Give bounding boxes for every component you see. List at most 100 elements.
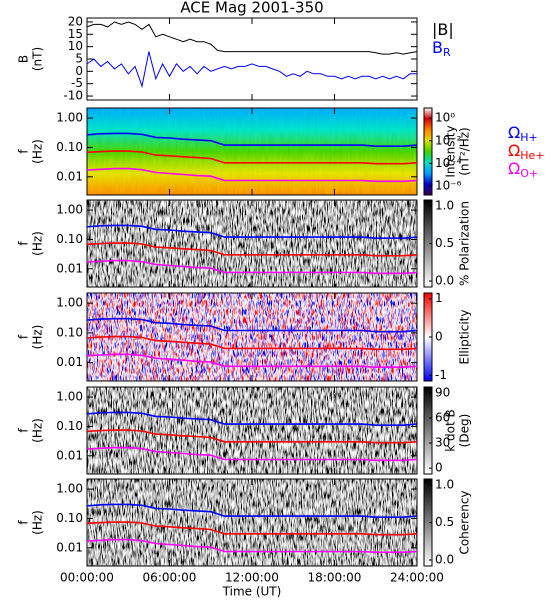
colorbar-tick-label: 0.0 — [435, 274, 454, 288]
series-line — [86, 503, 418, 519]
legend-name: B — [432, 38, 443, 57]
y-tick-label: 5 — [75, 52, 83, 66]
y-axis-label: f — [17, 520, 31, 525]
y-tick-label: 20 — [68, 14, 83, 28]
y-axis-label: f — [17, 241, 31, 246]
colorbar-label: Ellipticity — [458, 310, 472, 365]
series-line — [86, 167, 418, 183]
y-tick-label: 0.10 — [56, 511, 83, 525]
series-line — [86, 317, 418, 333]
series-line — [86, 150, 418, 165]
series-line — [86, 538, 418, 554]
legend-name: |B| — [432, 20, 454, 39]
colorbar — [423, 386, 433, 475]
series-line — [86, 224, 418, 239]
y-tick-label: 0.10 — [56, 419, 83, 433]
colorbar-label: k dot B — [444, 409, 458, 451]
colorbar-tick-label: 1.0 — [435, 199, 454, 213]
colorbar-tick-label: 0.5 — [435, 515, 454, 529]
colorbar-tick-label: 10⁻⁶ — [435, 178, 462, 192]
series-line — [86, 429, 418, 444]
legend-name: Ω — [508, 123, 520, 142]
y-tick-label: 15 — [68, 27, 83, 41]
colorbar-tick-label: 10⁰ — [435, 111, 455, 125]
y-axis-label: f — [17, 149, 31, 154]
colorbar-tick-label: 0 — [435, 461, 443, 475]
legend-label: BR — [432, 38, 451, 60]
y-tick-label: 1.00 — [56, 390, 83, 404]
x-tick-label: 24:00:00 — [390, 571, 444, 585]
colorbar-tick-label: -1 — [435, 368, 447, 382]
legend-subscript: R — [443, 46, 451, 59]
series-line — [86, 446, 418, 462]
y-tick-label: 0.10 — [56, 232, 83, 246]
colorbar-tick-label: 60 — [435, 410, 450, 424]
colorbar-tick-label: 10⁻⁴ — [435, 156, 462, 170]
y-tick-label: 0.01 — [56, 355, 83, 369]
legend-label: ΩH+ — [508, 123, 538, 145]
colorbar-tick-label: 0.0 — [435, 553, 454, 567]
colorbar-tick-label: 10⁻² — [435, 133, 462, 147]
colorbar-tick-label: 1 — [435, 291, 443, 305]
colorbar-tick-label: 1.0 — [435, 478, 454, 492]
colorbar-label: (Deg) — [458, 414, 472, 448]
series-line — [86, 521, 418, 536]
y-tick-label: 1.00 — [56, 296, 83, 310]
x-tick-label: 12:00:00 — [225, 571, 279, 585]
colorbar-tick-label: 90 — [435, 385, 450, 399]
y-tick-label: 1.00 — [56, 482, 83, 496]
y-axis-label: B — [17, 55, 31, 63]
colorbar-label: Coherency — [458, 490, 472, 554]
series-line — [86, 411, 418, 427]
series-line — [86, 51, 417, 89]
colorbar-label: (nT²/Hz) — [458, 127, 472, 175]
legend-subscript: He+ — [520, 149, 544, 162]
y-tick-label: -5 — [71, 76, 83, 90]
series-line — [86, 353, 418, 369]
y-axis-label: f — [17, 428, 31, 433]
y-tick-label: 1.00 — [56, 111, 83, 125]
y-axis-label: (Hz) — [31, 231, 45, 256]
y-tick-label: 0.10 — [56, 325, 83, 339]
y-tick-label: 0 — [75, 64, 83, 78]
series-line — [86, 242, 418, 257]
series-line — [86, 132, 418, 147]
y-axis-label: (Hz) — [31, 325, 45, 350]
y-tick-label: 0.10 — [56, 140, 83, 154]
colorbar-label: % Polarization — [458, 201, 472, 286]
colorbar — [423, 107, 433, 196]
series-line — [86, 335, 418, 351]
x-axis-label: Time (UT) — [222, 585, 282, 599]
legend-subscript: H+ — [520, 131, 538, 144]
legend-label: ΩHe+ — [508, 141, 545, 163]
y-tick-label: 0.01 — [56, 261, 83, 275]
plot-frame — [86, 17, 418, 101]
y-axis-label: (Hz) — [31, 418, 45, 443]
y-tick-label: -10 — [63, 89, 83, 103]
chart-title: ACE Mag 2001-350 — [180, 0, 323, 17]
y-tick-label: 1.00 — [56, 203, 83, 217]
colorbar-tick-label: 0 — [435, 330, 443, 344]
colorbar-tick-label: 0.5 — [435, 236, 454, 250]
legend-name: Ω — [508, 159, 520, 178]
y-tick-label: 0.01 — [56, 448, 83, 462]
legend-subscript: O+ — [520, 167, 538, 180]
legend-label: ΩO+ — [508, 159, 538, 181]
colorbar-label: Intensity — [444, 125, 458, 177]
y-tick-label: 10 — [68, 39, 83, 53]
y-axis-label: f — [17, 334, 31, 339]
y-tick-label: 0.01 — [56, 540, 83, 554]
colorbar-tick-label: 30 — [435, 436, 450, 450]
legend-label: |B| — [432, 20, 454, 39]
x-tick-label: 00:00:00 — [60, 571, 114, 585]
y-axis-label: (Hz) — [31, 510, 45, 535]
legend-name: Ω — [508, 141, 520, 160]
x-tick-label: 18:00:00 — [308, 571, 362, 585]
y-axis-label: (Hz) — [31, 139, 45, 164]
x-tick-label: 06:00:00 — [143, 571, 197, 585]
series-line — [86, 21, 418, 55]
y-axis-label: (nT) — [31, 47, 45, 71]
series-line — [86, 259, 418, 275]
